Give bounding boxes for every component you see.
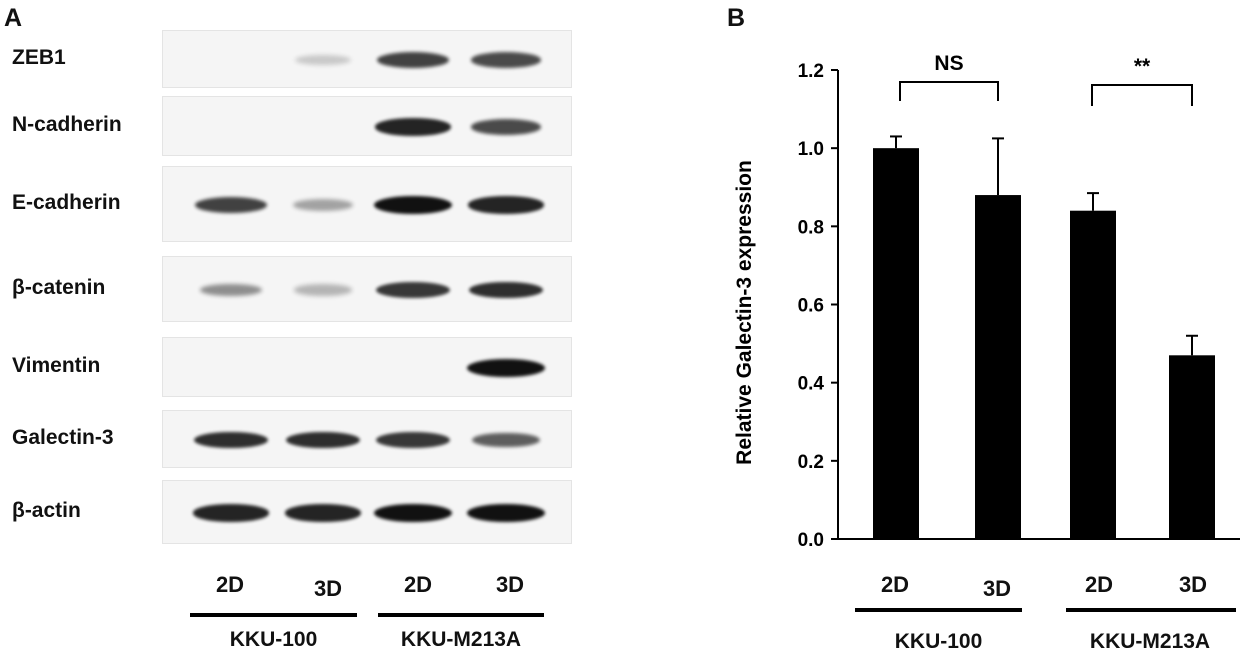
bar [1169, 355, 1215, 539]
blot-strip [162, 410, 572, 468]
y-tick-label: 1.0 [798, 139, 824, 160]
protein-label: Vimentin [12, 354, 101, 377]
blot-strip [162, 96, 572, 156]
protein-band [374, 504, 452, 522]
protein-band [293, 284, 353, 296]
chart-group-label: KKU-M213A [1089, 630, 1211, 653]
lane-label: 3D [313, 576, 343, 601]
significance-label: NS [934, 52, 963, 75]
protein-band [470, 119, 542, 135]
blot-strip [162, 256, 572, 322]
panel-a-letter: A [4, 4, 23, 32]
protein-band [295, 54, 351, 66]
significance-label: ** [1134, 55, 1151, 78]
protein-band [193, 504, 269, 522]
blot-strip [162, 480, 572, 544]
protein-band [470, 52, 542, 68]
protein-band [468, 196, 544, 214]
y-axis-label: Relative Galectin-3 expression [733, 160, 756, 465]
protein-band [468, 281, 544, 299]
bar [1070, 210, 1116, 539]
bar [975, 195, 1021, 540]
y-tick-label: 0.6 [798, 296, 824, 317]
blot-strip [162, 30, 572, 88]
blot-strip [162, 337, 572, 397]
chart-lane-label: 3D [982, 576, 1012, 601]
protein-band [193, 431, 269, 449]
group-underline [190, 613, 357, 617]
chart-group-underline [1066, 608, 1236, 612]
protein-band [376, 52, 450, 68]
y-tick-label: 0.2 [798, 452, 824, 473]
chart-group-label: KKU-100 [894, 630, 983, 653]
protein-band [285, 431, 361, 449]
protein-label: β-actin [12, 499, 81, 522]
protein-band [376, 431, 450, 449]
bar [873, 148, 919, 539]
protein-label: β-catenin [12, 276, 106, 299]
chart-lane-label: 2D [1084, 572, 1114, 597]
group-label: KKU-100 [229, 628, 318, 651]
significance-bracket [899, 81, 999, 101]
y-tick-label: 0.0 [798, 530, 824, 551]
protein-band [285, 504, 361, 522]
lane-label: 3D [495, 572, 525, 597]
protein-band [292, 199, 354, 211]
chart-lane-label: 2D [880, 572, 910, 597]
protein-label: Galectin-3 [12, 426, 114, 449]
protein-band [375, 118, 451, 136]
y-tick-label: 0.8 [798, 217, 824, 238]
protein-band [199, 283, 263, 297]
lane-label: 2D [215, 572, 245, 597]
group-underline [378, 613, 544, 617]
chart-group-underline [855, 608, 1022, 612]
protein-band [374, 196, 452, 214]
group-label: KKU-M213A [400, 628, 522, 651]
panel-b-letter: B [727, 4, 746, 32]
blot-strip [162, 166, 572, 242]
protein-label: E-cadherin [12, 191, 121, 214]
protein-band [194, 197, 268, 213]
protein-band [471, 432, 541, 448]
protein-label: ZEB1 [12, 46, 66, 69]
y-tick-label: 1.2 [798, 61, 824, 82]
significance-bracket [1091, 84, 1193, 106]
protein-band [467, 504, 545, 522]
protein-band [376, 281, 450, 299]
chart-lane-label: 3D [1178, 572, 1208, 597]
y-tick-label: 0.4 [798, 374, 825, 395]
protein-label: N-cadherin [12, 113, 122, 136]
protein-band [467, 359, 545, 377]
lane-label: 2D [403, 572, 433, 597]
